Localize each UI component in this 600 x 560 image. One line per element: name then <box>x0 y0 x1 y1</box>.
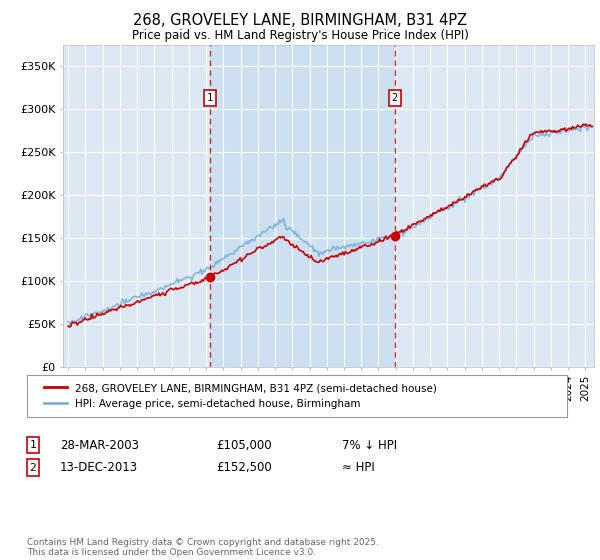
Text: 1: 1 <box>207 93 213 103</box>
Text: 2: 2 <box>392 93 398 103</box>
Text: 7% ↓ HPI: 7% ↓ HPI <box>342 438 397 452</box>
Text: 1: 1 <box>29 440 37 450</box>
Text: ≈ HPI: ≈ HPI <box>342 461 375 474</box>
Text: Price paid vs. HM Land Registry's House Price Index (HPI): Price paid vs. HM Land Registry's House … <box>131 29 469 42</box>
Text: 28-MAR-2003: 28-MAR-2003 <box>60 438 139 452</box>
Bar <box>210 45 395 367</box>
Text: 13-DEC-2013: 13-DEC-2013 <box>60 461 138 474</box>
Text: £105,000: £105,000 <box>216 438 272 452</box>
Text: £152,500: £152,500 <box>216 461 272 474</box>
Legend: 268, GROVELEY LANE, BIRMINGHAM, B31 4PZ (semi-detached house), HPI: Average pric: 268, GROVELEY LANE, BIRMINGHAM, B31 4PZ … <box>38 377 443 416</box>
Text: 2: 2 <box>29 463 37 473</box>
Text: 268, GROVELEY LANE, BIRMINGHAM, B31 4PZ: 268, GROVELEY LANE, BIRMINGHAM, B31 4PZ <box>133 13 467 29</box>
Text: Contains HM Land Registry data © Crown copyright and database right 2025.
This d: Contains HM Land Registry data © Crown c… <box>27 538 379 557</box>
